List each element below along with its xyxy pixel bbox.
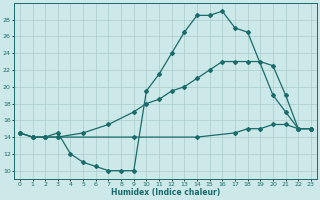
X-axis label: Humidex (Indice chaleur): Humidex (Indice chaleur): [111, 188, 220, 197]
